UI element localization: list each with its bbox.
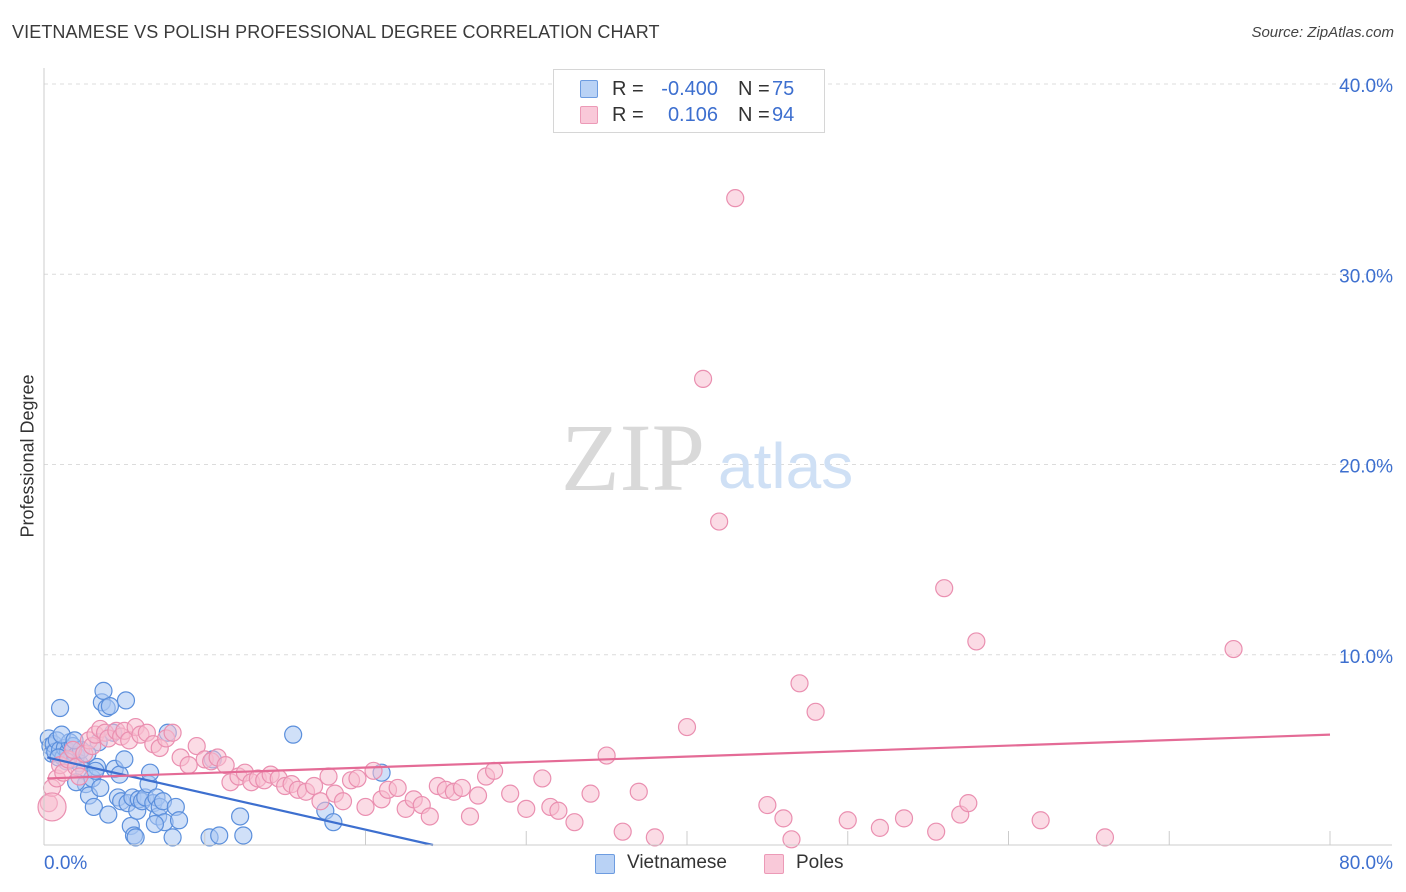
vietnamese-point [91,778,110,798]
poles-point [333,792,353,811]
bottom-legend-label-poles: Poles [796,852,844,873]
legend-swatch-vietnamese [580,80,598,98]
poles-point [629,782,648,801]
grid-layer [44,83,1392,656]
trend-layer [46,733,1331,847]
bottom-legend-swatch-vietnamese [595,854,615,874]
poles-point [533,769,552,788]
vietnamese-point [100,697,120,716]
poles-point [501,784,520,803]
y-tick-label: 30.0% [1339,266,1393,287]
poles-point [179,755,198,775]
poles-point [1031,811,1050,830]
legend-row-vietnamese: R = -0.400 N = 75 [554,76,824,102]
poles-point [460,807,480,826]
vietnamese-point [231,807,250,826]
y-tick-label: 40.0% [1339,76,1393,97]
poles-point [348,769,367,788]
poles-point [693,369,713,388]
legend-n-label: N = [738,78,770,100]
poles-point [726,189,745,208]
vietnamese-point [145,814,165,834]
poles-point [710,512,729,531]
poles-point [311,792,330,811]
poles-point [163,723,182,742]
poles-point [187,736,206,756]
vietnamese-point [116,691,136,710]
vietnamese-point [210,826,229,845]
watermark-atlas: atlas [718,430,853,502]
poles-point [549,801,568,820]
poles-point [517,799,536,818]
vietnamese-point [163,828,182,847]
legend-n-label: N = [738,104,770,126]
vietnamese-point [84,797,103,817]
legend-r-value: 0.106 [667,104,718,126]
poles-point [870,818,890,837]
poles-point [774,809,793,828]
poles-point [758,795,777,815]
poles-point [565,813,584,832]
vietnamese-point [169,811,189,830]
poles-point [388,778,407,798]
poles-trend-line [47,733,1331,780]
poles-point [420,807,439,826]
poles-point [468,786,488,805]
poles-point [452,778,472,798]
y-tick-label: 10.0% [1339,647,1393,668]
vietnamese-point [99,805,118,824]
poles-point [959,794,978,813]
poles-point [782,830,801,849]
vietnamese-point [115,750,134,769]
poles-point [838,811,857,830]
poles-point [927,822,946,841]
legend-swatch-poles [580,106,598,124]
poles-point [935,579,954,598]
correlation-legend: R = -0.400 N = 75 R = 0.106 N = 94 [553,69,825,133]
legend-r-value: -0.400 [661,78,718,100]
vietnamese-point [50,698,70,718]
bottom-legend-label-vietnamese: Vietnamese [627,852,727,873]
poles-point [485,761,504,780]
poles-point [216,755,235,775]
poles-point [1095,828,1115,847]
legend-r-label: R = [612,78,644,100]
vietnamese-point [284,725,303,744]
poles-point [613,822,632,841]
poles-point [304,776,324,796]
legend-row-poles: R = 0.106 N = 94 [554,102,824,128]
poles-point [894,809,914,828]
vietnamese-point [234,826,253,845]
poles-point [806,702,825,721]
y-axis-label: Professional Degree [17,374,38,538]
legend-n-value: 94 [772,104,795,126]
x-tick-label: 0.0% [44,853,87,874]
poles-point [645,828,664,847]
watermark-zip: ZIP [561,404,705,511]
points-layer [37,189,1243,849]
y-tick-label: 20.0% [1339,457,1393,478]
x-tick-label: 80.0% [1339,853,1393,874]
poles-point [356,797,375,817]
poles-point [364,761,383,780]
poles-point [597,746,616,765]
bottom-legend-swatch-poles [764,854,784,874]
source-label: Source: ZipAtlas.com [1251,24,1394,41]
poles-point [1224,639,1243,659]
legend-n-value: 75 [772,78,795,100]
poles-point [967,632,986,651]
poles-point [37,792,67,822]
vietnamese-point [126,828,145,847]
poles-point [581,784,600,803]
watermark: ZIP atlas [561,404,853,511]
axis-layer: 10.0% 20.0% 30.0% 40.0% 0.0% 80.0% [43,68,1393,874]
vietnamese-trend-line [46,756,434,847]
chart-title: VIETNAMESE VS POLISH PROFESSIONAL DEGREE… [12,22,660,42]
poles-point [677,717,697,737]
vietnamese-point [94,681,113,700]
poles-point [790,674,809,693]
legend-r-label: R = [612,104,644,126]
poles-point [319,767,338,786]
